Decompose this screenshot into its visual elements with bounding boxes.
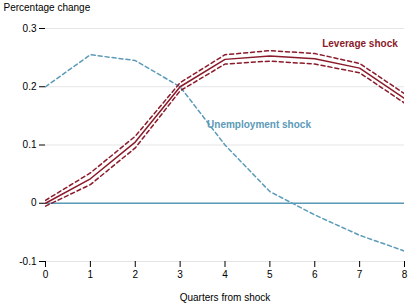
- svg-text:Percentage change: Percentage change: [4, 2, 91, 13]
- svg-text:3: 3: [177, 269, 183, 280]
- svg-text:5: 5: [267, 269, 273, 280]
- svg-text:7: 7: [357, 269, 363, 280]
- svg-text:6: 6: [312, 269, 318, 280]
- svg-text:-0.1: -0.1: [19, 256, 37, 267]
- svg-text:8: 8: [402, 269, 408, 280]
- svg-text:2: 2: [132, 269, 138, 280]
- svg-text:Quarters from shock: Quarters from shock: [180, 292, 272, 303]
- svg-text:0.2: 0.2: [23, 81, 37, 92]
- svg-text:4: 4: [222, 269, 228, 280]
- svg-text:0: 0: [31, 197, 37, 208]
- svg-text:0: 0: [43, 269, 49, 280]
- svg-text:0.3: 0.3: [23, 23, 37, 34]
- svg-text:1: 1: [88, 269, 94, 280]
- svg-text:Leverage shock: Leverage shock: [322, 38, 398, 49]
- svg-text:0.1: 0.1: [23, 139, 37, 150]
- svg-text:Unemployment shock: Unemployment shock: [207, 119, 311, 130]
